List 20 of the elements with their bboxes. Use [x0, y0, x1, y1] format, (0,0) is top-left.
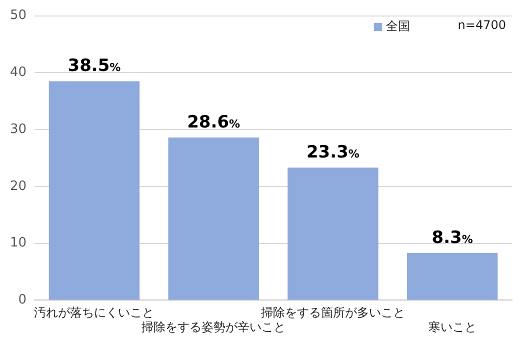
bar: [288, 168, 378, 300]
y-tick-label: 10: [10, 236, 27, 251]
x-tick-label: 汚れが落ちにくいこと: [34, 306, 154, 320]
x-tick-label: 寒いこと: [428, 320, 476, 334]
y-tick-label: 20: [10, 178, 27, 194]
x-tick-label: 掃除をする箇所が多いこと: [260, 306, 405, 320]
bar: [168, 138, 259, 300]
bar: [48, 81, 140, 300]
data-label: 38.5%: [68, 56, 121, 76]
legend-label: 全国: [386, 18, 410, 35]
y-tick-label: 40: [10, 65, 27, 80]
data-label: 28.6%: [187, 112, 240, 133]
y-tick-label: 30: [10, 122, 27, 137]
annotation: n=4700: [458, 18, 506, 32]
y-tick-label: 0: [18, 292, 27, 308]
bar: [406, 252, 498, 300]
data-label: 8.3%: [432, 228, 473, 248]
y-tick-label: 50: [10, 8, 27, 24]
data-label: 23.3%: [306, 142, 360, 163]
x-tick-label: 掃除をする姿勢が辛いこと: [142, 320, 286, 334]
